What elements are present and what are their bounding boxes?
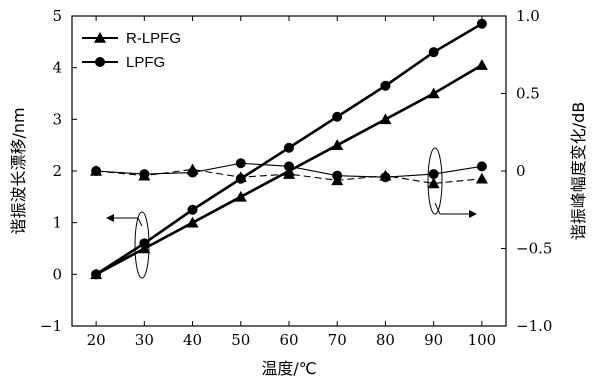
right-arrowhead [469,210,477,218]
data-point-r-lpfg-left [331,139,344,150]
data-point-lpfg-right [284,161,294,172]
y-right-tick-label: 0 [516,162,526,180]
x-axis-title: 温度/℃ [261,359,316,378]
data-point-lpfg-right [91,166,102,176]
data-point-lpfg-right [332,170,343,181]
left-axis-indicator-ellipse [134,211,150,279]
data-point-r-lpfg-left [475,59,488,70]
data-point-lpfg-left [187,204,198,215]
x-tick-label: 60 [279,331,298,349]
data-point-lpfg-left [380,80,391,91]
legend-marker-r-lpfg [94,32,106,43]
data-point-lpfg-right [428,169,439,180]
y-left-tick-label: 0 [52,265,62,283]
data-point-r-lpfg-left [379,113,392,125]
x-tick-label: 20 [87,331,106,349]
x-tick-label: 70 [328,331,347,349]
data-point-r-lpfg-right [475,172,488,184]
y-left-axis-title: 谐振波长漂移/nm [9,107,28,234]
data-point-lpfg-left [139,238,150,249]
legend-marker-lpfg [95,57,105,67]
x-tick-label: 30 [135,331,154,349]
y-left-tick-label: 1 [52,214,62,232]
data-point-lpfg-right [187,167,198,178]
legend-label-r-lpfg: R-LPFG [126,30,181,47]
x-tick-label: 80 [376,331,395,349]
y-right-axis-title: 谐振峰幅度变化/dB [569,102,588,241]
y-right-tick-label: 0.5 [516,85,540,103]
y-left-tick-label: 3 [52,110,62,128]
data-point-r-lpfg-left [427,87,440,99]
y-left-tick-label: 4 [52,59,62,77]
data-point-lpfg-left [428,47,439,58]
y-right-tick-label: −1.0 [516,317,552,335]
data-point-lpfg-right [380,172,391,183]
y-right-tick-label: 1.0 [516,7,540,25]
data-point-r-lpfg-right [427,177,440,189]
data-point-lpfg-right [476,161,487,172]
y-left-tick-label: −1 [40,317,62,335]
right-axis-indicator-ellipse [427,147,443,215]
data-point-r-lpfg-left [186,216,199,228]
data-point-r-lpfg-right [283,168,295,179]
right-axis-indicator-arrow [434,202,470,215]
y-left-tick-label: 5 [52,7,62,25]
data-point-r-lpfg-right [234,171,247,182]
data-point-lpfg-left [332,111,343,122]
data-point-lpfg-left [476,18,487,29]
data-point-lpfg-left [284,142,294,153]
data-point-r-lpfg-left [234,190,247,202]
series-line-r-lpfg-right [96,168,482,184]
legend-label-lpfg: LPFG [126,54,165,71]
data-point-lpfg-right [139,169,150,180]
x-tick-label: 50 [231,331,250,349]
data-point-lpfg-left [91,269,102,280]
left-axis-indicator-arrow [112,217,143,227]
left-arrowhead [106,214,114,222]
x-tick-label: 90 [424,331,443,349]
y-right-tick-label: −0.5 [516,240,552,258]
y-left-tick-label: 2 [52,162,62,180]
data-point-lpfg-right [235,158,246,169]
x-tick-label: 100 [468,331,497,349]
x-tick-label: 40 [183,331,202,349]
